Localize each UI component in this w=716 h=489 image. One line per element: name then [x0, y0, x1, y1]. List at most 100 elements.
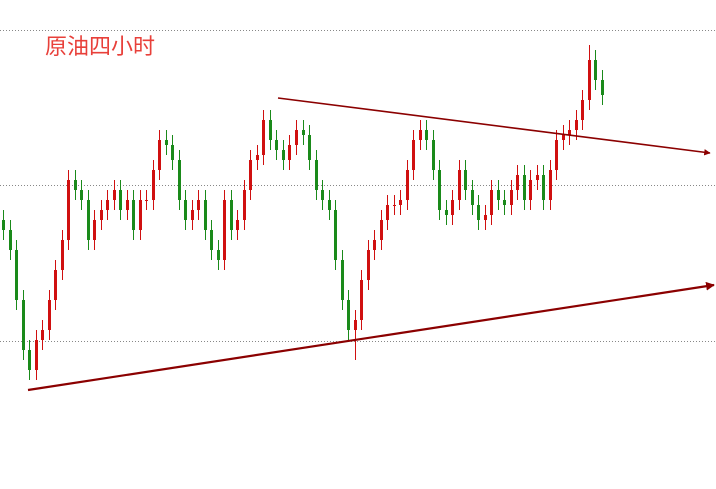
candle-body	[523, 175, 526, 200]
candle-body	[9, 230, 12, 250]
candle-body	[399, 200, 402, 205]
candle-body	[204, 200, 207, 230]
candle-body	[516, 175, 519, 190]
candle-body	[35, 340, 38, 370]
candle-body	[302, 130, 305, 135]
candle-body	[93, 220, 96, 240]
candle-body	[41, 330, 44, 340]
chart-title: 原油四小时	[45, 35, 155, 60]
candle-body	[393, 205, 396, 206]
candle-body	[48, 300, 51, 330]
candle-body	[256, 155, 259, 160]
candle-body	[197, 200, 200, 210]
candle-body	[464, 170, 467, 190]
candle-body	[529, 180, 532, 200]
candle-body	[230, 200, 233, 230]
candle-body	[126, 200, 129, 210]
candle-body	[171, 145, 174, 160]
candle-body	[477, 205, 480, 220]
candle-body	[367, 250, 370, 280]
candles	[2, 45, 604, 380]
candle-body	[15, 250, 18, 300]
candle-body	[601, 80, 604, 95]
candle-body	[490, 190, 493, 215]
candle-body	[308, 135, 311, 160]
candle-body	[74, 180, 77, 190]
upper-trendline	[277, 97, 711, 156]
candle-body	[575, 120, 578, 130]
candle-body	[236, 220, 239, 230]
candle-body	[262, 120, 265, 155]
candle-body	[328, 200, 331, 210]
candle-body	[217, 250, 220, 260]
candle-body	[334, 210, 337, 260]
candle-body	[406, 170, 409, 200]
candle-body	[158, 140, 161, 170]
candle-body	[562, 135, 565, 140]
candle-body	[354, 320, 357, 330]
candle-body	[165, 140, 168, 145]
candle-body	[536, 175, 539, 180]
candle-body	[119, 190, 122, 210]
candle-body	[243, 190, 246, 220]
candle-body	[2, 220, 5, 230]
candle-body	[87, 200, 90, 240]
candle-body	[432, 140, 435, 170]
candle-body	[542, 175, 545, 200]
candle-body	[555, 140, 558, 170]
candle-body	[380, 220, 383, 240]
candle-body	[568, 130, 571, 135]
candle-body	[458, 170, 461, 200]
candle-body	[275, 140, 278, 150]
candle-body	[249, 160, 252, 190]
candle-body	[269, 120, 272, 140]
candle-body	[152, 170, 155, 200]
candle-body	[321, 190, 324, 200]
candle-body	[28, 350, 31, 370]
candle-body	[80, 190, 83, 200]
candle-body	[54, 270, 57, 300]
candle-body	[191, 210, 194, 220]
candle-body	[132, 200, 135, 230]
candle-body	[113, 190, 116, 200]
candle-body	[210, 230, 213, 250]
candle-body	[22, 300, 25, 350]
candle-body	[588, 60, 591, 100]
candle-body	[445, 210, 448, 215]
candle-body	[295, 130, 298, 145]
candle-body	[288, 145, 291, 160]
candle-body	[184, 200, 187, 220]
candle-body	[451, 200, 454, 215]
candle-body	[178, 160, 181, 200]
candle-body	[282, 150, 285, 160]
candle-body	[471, 190, 474, 205]
candle-body	[145, 200, 148, 201]
candle-body	[425, 130, 428, 140]
candle-body	[419, 130, 422, 140]
candle-body	[67, 180, 70, 240]
candle-body	[315, 160, 318, 190]
candle-body	[360, 280, 363, 320]
candle-body	[484, 215, 487, 220]
candle-body	[100, 210, 103, 220]
candle-body	[438, 170, 441, 210]
candle-body	[341, 260, 344, 300]
candle-body	[106, 200, 109, 210]
candle-body	[497, 190, 500, 200]
candle-body	[510, 190, 513, 205]
candle-body	[549, 170, 552, 200]
candle-body	[139, 200, 142, 230]
candle-body	[347, 300, 350, 330]
lower-trendline	[27, 281, 715, 392]
candle-body	[61, 240, 64, 270]
candle-body	[503, 200, 506, 205]
candle-body	[373, 240, 376, 250]
candle-body	[386, 205, 389, 220]
candle-body	[412, 140, 415, 170]
candle-body	[581, 100, 584, 120]
candle-body	[594, 60, 597, 80]
candle-body	[223, 200, 226, 260]
